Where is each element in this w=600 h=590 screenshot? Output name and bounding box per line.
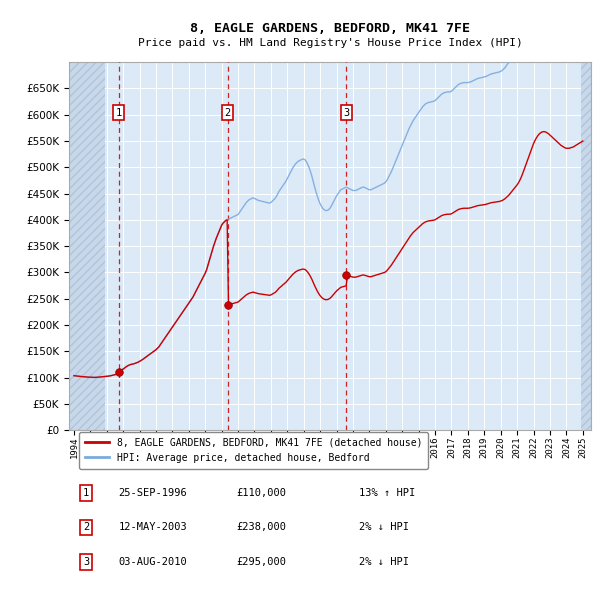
Text: 13% ↑ HPI: 13% ↑ HPI <box>359 488 415 498</box>
Text: 3: 3 <box>83 557 89 567</box>
Bar <box>69 62 105 430</box>
Text: 25-SEP-1996: 25-SEP-1996 <box>119 488 187 498</box>
Text: Price paid vs. HM Land Registry's House Price Index (HPI): Price paid vs. HM Land Registry's House … <box>137 38 523 48</box>
Bar <box>581 62 591 430</box>
Text: 2% ↓ HPI: 2% ↓ HPI <box>359 523 409 533</box>
Text: 03-AUG-2010: 03-AUG-2010 <box>119 557 187 567</box>
Legend: 8, EAGLE GARDENS, BEDFORD, MK41 7FE (detached house), HPI: Average price, detach: 8, EAGLE GARDENS, BEDFORD, MK41 7FE (det… <box>79 432 428 468</box>
Text: 2: 2 <box>83 523 89 533</box>
Text: £238,000: £238,000 <box>236 523 286 533</box>
Text: 1: 1 <box>83 488 89 498</box>
Text: 1: 1 <box>116 108 122 118</box>
Text: 2: 2 <box>224 108 230 118</box>
Text: 8, EAGLE GARDENS, BEDFORD, MK41 7FE: 8, EAGLE GARDENS, BEDFORD, MK41 7FE <box>190 22 470 35</box>
Text: 2% ↓ HPI: 2% ↓ HPI <box>359 557 409 567</box>
Text: £110,000: £110,000 <box>236 488 286 498</box>
Text: 12-MAY-2003: 12-MAY-2003 <box>119 523 187 533</box>
Text: £295,000: £295,000 <box>236 557 286 567</box>
Text: 3: 3 <box>343 108 349 118</box>
